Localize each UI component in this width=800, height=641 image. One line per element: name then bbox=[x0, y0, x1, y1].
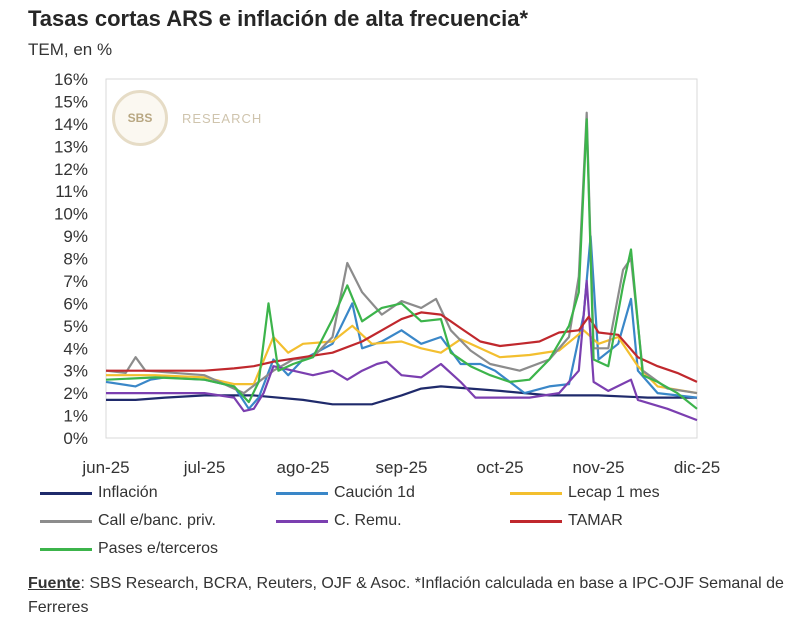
x-tick-label: sep-25 bbox=[376, 458, 428, 477]
source-note: Fuente: SBS Research, BCRA, Reuters, OJF… bbox=[28, 572, 788, 620]
source-label: Fuente bbox=[28, 575, 81, 592]
series-line bbox=[105, 118, 698, 410]
chart-title: Tasas cortas ARS e inflación de alta fre… bbox=[28, 6, 529, 31]
series-line bbox=[105, 235, 698, 410]
x-tick-label: nov-25 bbox=[573, 458, 625, 477]
y-tick-label: 4% bbox=[63, 339, 88, 358]
y-tick-label: 11% bbox=[55, 182, 88, 201]
sbs-research-logo: SBS RESEARCH bbox=[112, 90, 262, 146]
legend-swatch bbox=[510, 519, 562, 523]
y-tick-label: 13% bbox=[54, 137, 88, 156]
y-tick-label: 0% bbox=[63, 429, 88, 448]
legend-item: Inflación bbox=[40, 484, 158, 502]
y-tick-label: 14% bbox=[54, 115, 88, 134]
legend-label: Call e/banc. priv. bbox=[98, 512, 216, 529]
series-line bbox=[106, 324, 698, 395]
y-tick-label: 3% bbox=[63, 362, 88, 381]
x-tick-label: oct-25 bbox=[476, 458, 523, 477]
x-tick-label: jul-25 bbox=[183, 458, 226, 477]
legend-item: Lecap 1 mes bbox=[510, 484, 660, 502]
legend-item: Pases e/terceros bbox=[40, 540, 218, 558]
legend-swatch bbox=[276, 491, 328, 495]
y-tick-label: 1% bbox=[63, 407, 88, 426]
legend-swatch bbox=[276, 519, 328, 523]
y-tick-label: 16% bbox=[54, 70, 88, 89]
y-tick-label: 7% bbox=[63, 272, 88, 291]
legend-label: Caución 1d bbox=[334, 484, 415, 501]
legend-swatch bbox=[510, 491, 562, 495]
x-tick-label: dic-25 bbox=[674, 458, 720, 477]
x-tick-label: ago-25 bbox=[277, 458, 330, 477]
legend-label: Inflación bbox=[98, 484, 158, 501]
chart-legend: Inflación Caución 1d Lecap 1 mes Call e/ban… bbox=[40, 484, 780, 568]
series-line bbox=[106, 279, 698, 422]
legend-item: C. Remu. bbox=[276, 512, 402, 530]
legend-item: TAMAR bbox=[510, 512, 623, 530]
chart-subtitle: TEM, en % bbox=[28, 40, 113, 59]
series-line bbox=[105, 111, 698, 395]
x-tick-label: jun-25 bbox=[81, 458, 129, 477]
y-tick-label: 12% bbox=[54, 160, 88, 179]
y-tick-label: 10% bbox=[54, 205, 88, 224]
logo-text: RESEARCH bbox=[182, 110, 263, 126]
logo-mark: SBS bbox=[112, 90, 168, 146]
source-text: : SBS Research, BCRA, Reuters, OJF & Aso… bbox=[28, 575, 784, 616]
legend-item: Caución 1d bbox=[276, 484, 415, 502]
legend-swatch bbox=[40, 547, 92, 551]
y-tick-label: 9% bbox=[63, 227, 88, 246]
y-tick-label: 6% bbox=[63, 294, 88, 313]
y-tick-label: 8% bbox=[63, 250, 88, 269]
plot-area-frame bbox=[105, 78, 698, 439]
y-tick-label: 5% bbox=[63, 317, 88, 336]
y-tick-label: 2% bbox=[63, 384, 88, 403]
legend-label: Pases e/terceros bbox=[98, 540, 219, 557]
legend-label: C. Remu. bbox=[334, 512, 402, 529]
line-chart: 0% 1% 2% 3% 4% 5% 6% 7% 8% 9% 10% 11% 12% 13% 14% 15% 16… bbox=[54, 70, 720, 477]
series-line bbox=[106, 311, 698, 383]
legend-label: Lecap 1 mes bbox=[568, 484, 660, 501]
legend-label: TAMAR bbox=[568, 512, 623, 529]
legend-swatch bbox=[40, 491, 92, 495]
y-tick-label: 15% bbox=[54, 92, 88, 111]
legend-item: Call e/banc. priv. bbox=[40, 512, 216, 530]
legend-swatch bbox=[40, 519, 92, 523]
series-line bbox=[106, 385, 697, 406]
